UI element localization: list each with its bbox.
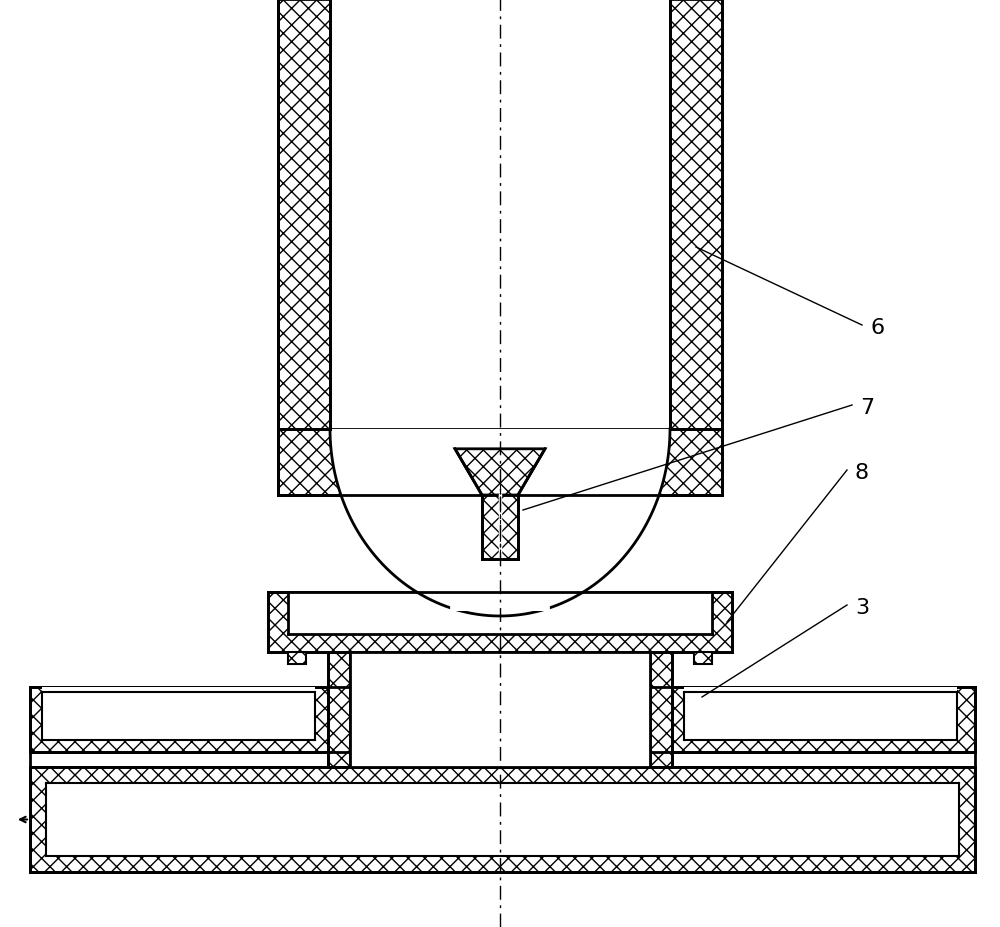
Bar: [30, 687, 328, 752]
Bar: [350, 653, 650, 768]
Text: 7: 7: [860, 398, 874, 417]
Bar: [650, 653, 672, 768]
Text: 3: 3: [855, 597, 869, 617]
Bar: [288, 592, 712, 634]
Bar: [482, 495, 518, 559]
Polygon shape: [455, 450, 545, 495]
Bar: [694, 653, 712, 665]
Polygon shape: [450, 450, 550, 611]
Bar: [42, 687, 315, 740]
Bar: [268, 592, 732, 653]
Bar: [672, 687, 975, 752]
Bar: [278, 0, 330, 429]
Bar: [328, 687, 672, 752]
Bar: [670, 0, 722, 429]
Bar: [30, 768, 975, 872]
Bar: [330, 0, 670, 429]
Bar: [328, 653, 350, 768]
Bar: [30, 687, 328, 752]
Bar: [288, 653, 306, 665]
Bar: [46, 783, 959, 856]
Bar: [278, 429, 722, 495]
Polygon shape: [330, 429, 670, 616]
Bar: [684, 687, 957, 740]
Text: 8: 8: [855, 463, 869, 482]
Bar: [672, 687, 975, 752]
Text: 6: 6: [870, 318, 884, 337]
